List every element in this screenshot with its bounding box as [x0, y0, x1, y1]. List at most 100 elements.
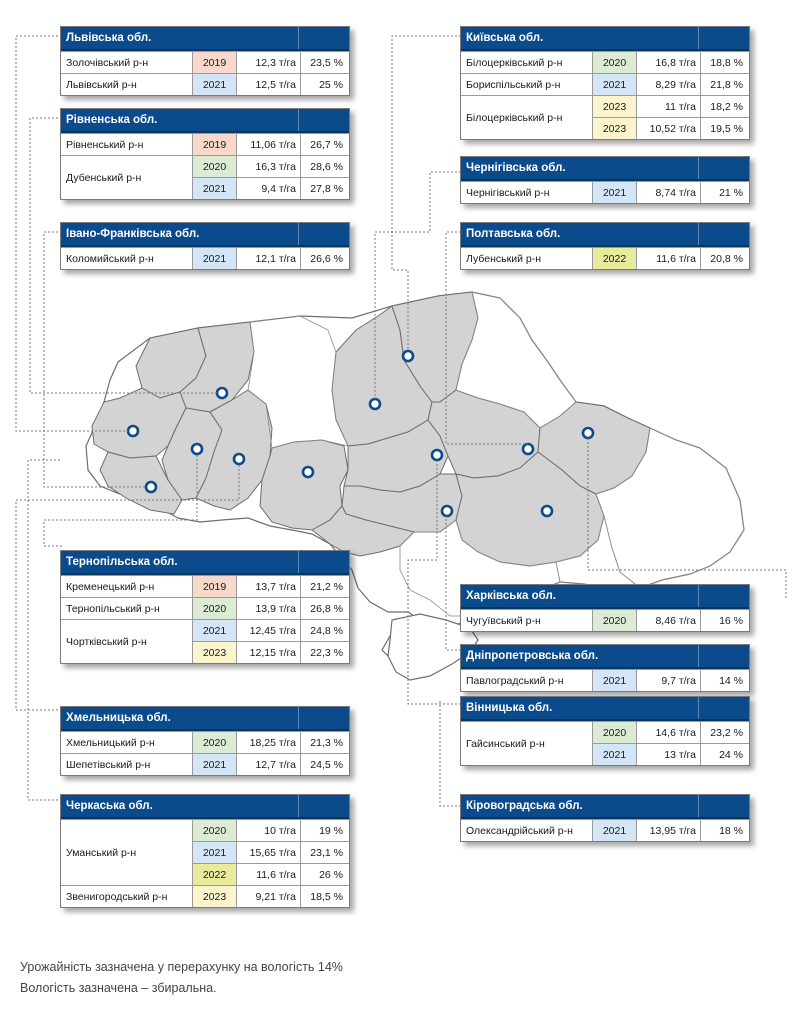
- yield-cell: 9,21 т/га: [237, 886, 301, 907]
- table-header: Кіровоградська обл.: [461, 795, 749, 819]
- moisture-cell: 25 %: [319, 78, 343, 91]
- region-title: Вінницька обл.: [466, 702, 553, 714]
- district-group: Звенигородський р-н 2023 9,21 т/га 18,5 %: [61, 885, 349, 907]
- header-spacer: [698, 223, 749, 245]
- marker-ivano: [144, 480, 158, 494]
- table-ternopil: Тернопільська обл. Кременецький р-н 2019 13…: [60, 550, 350, 664]
- header-spacer: [298, 795, 349, 817]
- district-name: Тернопільський р-н: [61, 597, 193, 619]
- district-name: Львівський р-н: [61, 73, 193, 95]
- year-cell: 2022: [593, 248, 637, 269]
- district-group: Львівський р-н 2021 12,5 т/га 25 %: [61, 73, 349, 95]
- yield-cell: 8,74 т/га: [637, 182, 701, 203]
- table-row: 2021 12,45 т/га 24,8 %: [193, 619, 349, 641]
- year-cell: 2020: [193, 156, 237, 177]
- region-title: Тернопільська обл.: [66, 556, 178, 568]
- table-row: 2020 13,9 т/га 26,8 %: [193, 597, 349, 619]
- moisture-cell: 24 %: [719, 748, 743, 761]
- header-spacer: [298, 223, 349, 245]
- moisture-cell: 20,8 %: [710, 252, 743, 265]
- region-title: Харківська обл.: [466, 590, 556, 602]
- yield-cell: 15,65 т/га: [237, 842, 301, 863]
- region-title: Дніпропетровська обл.: [466, 650, 599, 662]
- yield-cell: 11,6 т/га: [637, 248, 701, 269]
- moisture-cell: 26,6 %: [310, 252, 343, 265]
- region-title: Київська обл.: [466, 32, 544, 44]
- district-group: Олександрійський р-н 2021 13,95 т/га 18 %: [461, 819, 749, 841]
- moisture-cell: 24,8 %: [310, 624, 343, 637]
- year-cell: 2021: [193, 74, 237, 95]
- moisture-cell: 18 %: [719, 824, 743, 837]
- yield-cell: 12,15 т/га: [237, 642, 301, 663]
- moisture-cell: 26 %: [319, 868, 343, 881]
- district-group: Лубенський р-н 2022 11,6 т/га 20,8 %: [461, 247, 749, 269]
- table-header: Харківська обл.: [461, 585, 749, 609]
- table-lviv: Львівська обл. Золочівський р-н 2019 12,3 т…: [60, 26, 350, 96]
- year-cell: 2020: [193, 598, 237, 619]
- year-cell: 2021: [593, 670, 637, 691]
- table-header: Рівненська обл.: [61, 109, 349, 133]
- year-cell: 2020: [593, 52, 637, 73]
- header-spacer: [698, 27, 749, 49]
- marker-cherkasy: [430, 448, 444, 462]
- yield-cell: 16,3 т/га: [237, 156, 301, 177]
- yield-cell: 12,3 т/га: [237, 52, 301, 73]
- table-row: 2023 11 т/га 18,2 %: [593, 95, 749, 117]
- district-group: Коломийський р-н 2021 12,1 т/га 26,6 %: [61, 247, 349, 269]
- district-group: Хмельницький р-н 2020 18,25 т/га 21,3 %: [61, 731, 349, 753]
- table-header: Полтавська обл.: [461, 223, 749, 247]
- district-name: Бориспільський р-н: [461, 73, 593, 95]
- region-title: Кіровоградська обл.: [466, 800, 583, 812]
- year-cell: 2020: [193, 820, 237, 841]
- yield-cell: 12,45 т/га: [237, 620, 301, 641]
- region-title: Львівська обл.: [66, 32, 152, 44]
- district-group: Павлоградський р-н 2021 9,7 т/га 14 %: [461, 669, 749, 691]
- header-spacer: [298, 109, 349, 131]
- marker-khmelnytskyi: [232, 452, 246, 466]
- yield-cell: 12,1 т/га: [237, 248, 301, 269]
- marker-ternopil: [190, 442, 204, 456]
- district-group: Рівненський р-н 2019 11,06 т/га 26,7 %: [61, 133, 349, 155]
- year-cell: 2021: [193, 620, 237, 641]
- district-name: Олександрійський р-н: [461, 819, 593, 841]
- year-cell: 2021: [193, 842, 237, 863]
- district-name: Рівненський р-н: [61, 133, 193, 155]
- table-row: 2021 12,7 т/га 24,5 %: [193, 753, 349, 775]
- yield-cell: 11,6 т/га: [237, 864, 301, 885]
- yield-cell: 10 т/га: [237, 820, 301, 841]
- marker-vinnytsia: [301, 465, 315, 479]
- district-group: Білоцерківський р-н 2023 11 т/га 18,2 % 2023…: [461, 95, 749, 139]
- year-cell: 2021: [593, 74, 637, 95]
- year-cell: 2021: [193, 248, 237, 269]
- header-spacer: [298, 707, 349, 729]
- table-row: 2021 8,74 т/га 21 %: [593, 181, 749, 203]
- year-cell: 2019: [193, 134, 237, 155]
- year-cell: 2019: [193, 576, 237, 597]
- moisture-cell: 21,2 %: [310, 580, 343, 593]
- table-row: 2019 12,3 т/га 23,5 %: [193, 51, 349, 73]
- moisture-cell: 18,5 %: [310, 890, 343, 903]
- district-name: Гайсинський р-н: [461, 721, 593, 765]
- table-row: 2021 12,5 т/га 25 %: [193, 73, 349, 95]
- yield-cell: 13 т/га: [637, 744, 701, 765]
- yield-cell: 18,25 т/га: [237, 732, 301, 753]
- year-cell: 2023: [193, 642, 237, 663]
- moisture-cell: 14 %: [719, 674, 743, 687]
- district-group: Золочівський р-н 2019 12,3 т/га 23,5 %: [61, 51, 349, 73]
- table-header: Київська обл.: [461, 27, 749, 51]
- yield-cell: 13,9 т/га: [237, 598, 301, 619]
- table-row: 2021 9,7 т/га 14 %: [593, 669, 749, 691]
- year-cell: 2020: [593, 610, 637, 631]
- yield-cell: 8,46 т/га: [637, 610, 701, 631]
- district-name: Чугуївський р-н: [461, 609, 593, 631]
- district-name: Дубенський р-н: [61, 155, 193, 199]
- moisture-cell: 26,8 %: [310, 602, 343, 615]
- moisture-cell: 22,3 %: [310, 646, 343, 659]
- moisture-cell: 28,6 %: [310, 160, 343, 173]
- highlighted-regions: [91, 291, 651, 567]
- year-cell: 2021: [593, 182, 637, 203]
- moisture-cell: 24,5 %: [310, 758, 343, 771]
- year-cell: 2021: [593, 744, 637, 765]
- marker-rivne: [215, 386, 229, 400]
